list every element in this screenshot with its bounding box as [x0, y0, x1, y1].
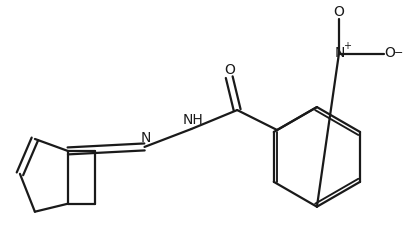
Text: N: N	[140, 131, 151, 144]
Text: O: O	[224, 63, 235, 77]
Text: O: O	[333, 5, 344, 19]
Text: N: N	[334, 46, 345, 60]
Text: NH: NH	[183, 113, 204, 127]
Text: O: O	[384, 46, 395, 60]
Text: −: −	[394, 48, 403, 58]
Text: +: +	[343, 41, 351, 51]
